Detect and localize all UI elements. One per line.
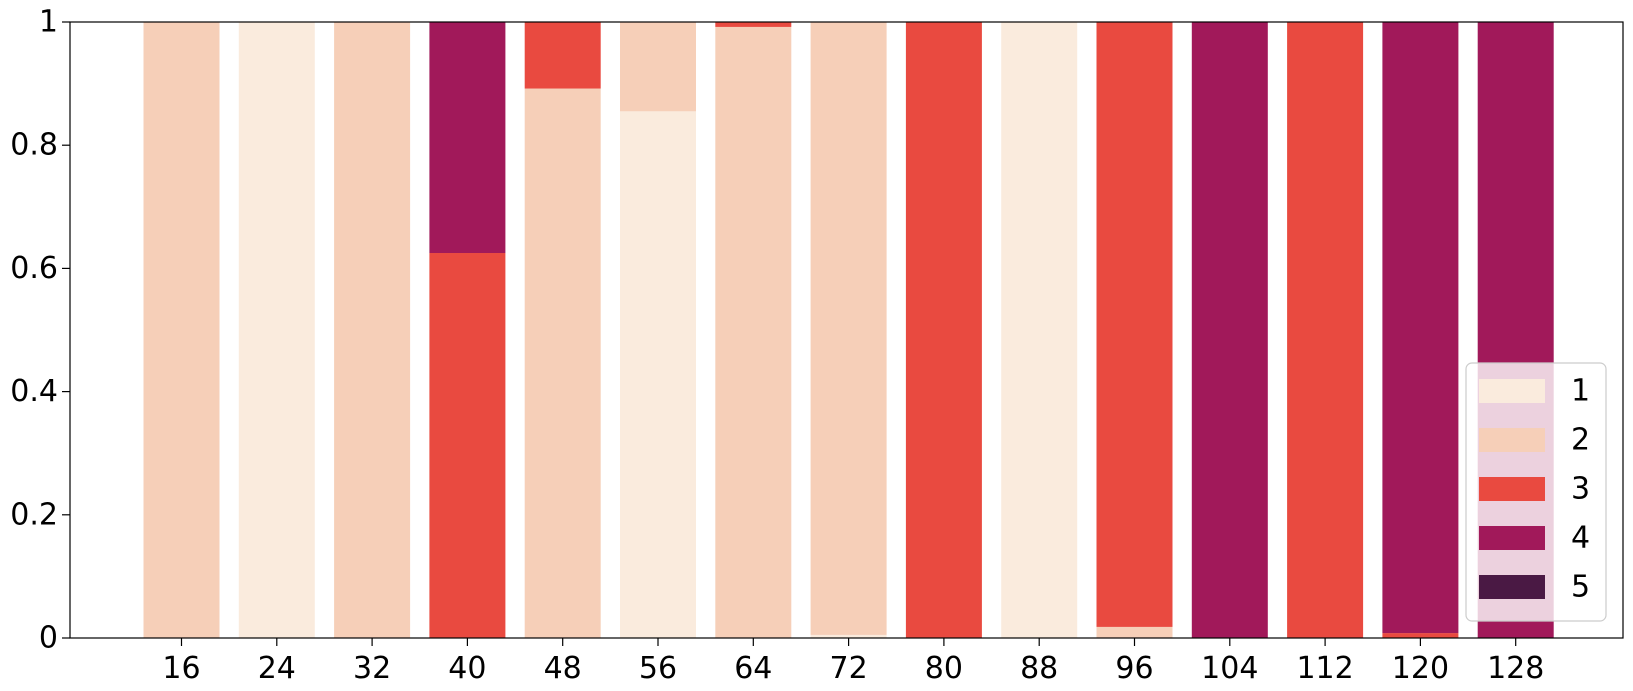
y-tick-label: 0.8 bbox=[10, 128, 58, 163]
plot-frame bbox=[69, 21, 1624, 639]
y-tick-label: 0 bbox=[39, 621, 58, 656]
x-tick-label: 56 bbox=[639, 651, 677, 686]
bar-48-series-2 bbox=[524, 88, 601, 638]
bar-16-series-2 bbox=[143, 22, 220, 638]
y-tick-label: 0.6 bbox=[10, 251, 58, 286]
x-tick-label: 88 bbox=[1020, 651, 1058, 686]
legend-label-4: 4 bbox=[1571, 521, 1590, 556]
legend-label-5: 5 bbox=[1571, 570, 1590, 605]
legend-label-2: 2 bbox=[1571, 423, 1590, 458]
legend-swatch-1 bbox=[1479, 379, 1545, 403]
bar-80-series-3 bbox=[905, 22, 982, 638]
legend-swatch-2 bbox=[1479, 428, 1545, 452]
bar-120-series-4 bbox=[1382, 22, 1459, 634]
y-tick-label: 0.2 bbox=[10, 497, 58, 532]
x-tick-label: 64 bbox=[734, 651, 772, 686]
x-tick-label: 32 bbox=[353, 651, 391, 686]
x-tick-label: 40 bbox=[448, 651, 486, 686]
bar-56-series-1 bbox=[620, 111, 696, 638]
bar-72-series-2 bbox=[810, 22, 887, 635]
bar-56-series-2 bbox=[620, 22, 696, 112]
bar-24-series-1 bbox=[238, 22, 315, 638]
bar-96-series-3 bbox=[1096, 22, 1173, 627]
x-tick-label: 80 bbox=[925, 651, 963, 686]
y-tick-label: 0.4 bbox=[10, 374, 58, 409]
legend-swatch-3 bbox=[1479, 477, 1545, 501]
bar-40-series-4 bbox=[429, 22, 506, 253]
bar-64-series-3 bbox=[715, 22, 792, 27]
bar-112-series-3 bbox=[1287, 22, 1364, 638]
x-tick-label: 96 bbox=[1115, 651, 1153, 686]
x-tick-label: 24 bbox=[258, 651, 296, 686]
bar-40-series-3 bbox=[429, 253, 506, 638]
x-tick-label: 128 bbox=[1487, 651, 1544, 686]
bar-88-series-1 bbox=[1001, 22, 1078, 638]
x-tick-label: 112 bbox=[1296, 651, 1353, 686]
y-tick-label: 1 bbox=[39, 5, 58, 40]
bar-72-series-1 bbox=[810, 634, 887, 638]
x-tick-label: 16 bbox=[162, 651, 200, 686]
x-tick-label: 72 bbox=[830, 651, 868, 686]
bar-64-series-2 bbox=[715, 26, 792, 639]
x-tick-label: 104 bbox=[1201, 651, 1258, 686]
legend-swatch-4 bbox=[1479, 526, 1545, 550]
bars-group bbox=[143, 22, 1554, 639]
x-tick-label: 48 bbox=[544, 651, 582, 686]
bar-96-series-2 bbox=[1096, 626, 1173, 638]
legend: 1 2 3 4 5 bbox=[1465, 362, 1607, 622]
bar-104-series-4 bbox=[1191, 22, 1268, 638]
bar-120-series-3 bbox=[1382, 633, 1459, 638]
bar-48-series-3 bbox=[524, 22, 601, 89]
bar-32-series-2 bbox=[334, 22, 411, 638]
legend-swatch-5 bbox=[1479, 575, 1545, 599]
x-tick-label: 120 bbox=[1392, 651, 1449, 686]
legend-label-3: 3 bbox=[1571, 472, 1590, 507]
legend-label-1: 1 bbox=[1571, 374, 1590, 409]
